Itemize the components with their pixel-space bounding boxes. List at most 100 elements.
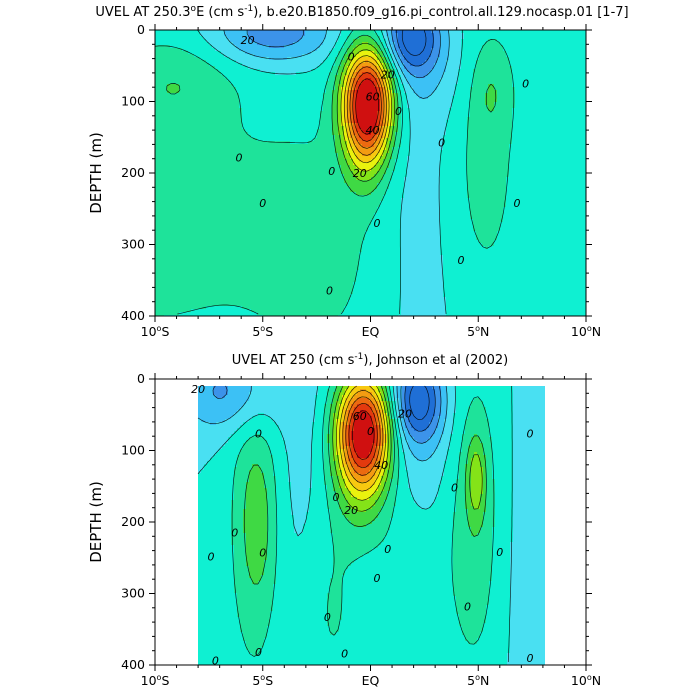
contour-band-cell (401, 75, 404, 78)
contour-band-cell (468, 641, 477, 644)
contour-band-cell (459, 617, 486, 620)
contour-band-cell (480, 440, 492, 443)
contour-band-cell (378, 461, 384, 464)
contour-band-cell (294, 527, 303, 530)
contour-band-cell (198, 419, 201, 422)
contour-band-cell (371, 219, 401, 222)
contour-band-cell (401, 213, 440, 216)
contour-band-cell (198, 575, 234, 578)
contour-band-cell (357, 416, 372, 419)
tick-marks (149, 373, 592, 671)
contour-band-cell (446, 132, 467, 135)
contour-band-cell (392, 54, 395, 57)
contour-band-cell (170, 45, 212, 48)
contour-band-cell (443, 144, 467, 147)
contour-band-cell (489, 428, 513, 431)
contour-band-cell (350, 54, 356, 57)
contour-band-cell (198, 446, 222, 449)
contour-band-cell (324, 455, 330, 458)
contour-band-cell (383, 72, 386, 75)
contour-band-cell (198, 557, 234, 560)
contour-band-cell (401, 69, 407, 72)
contour-band-cell (378, 449, 381, 452)
contour-band-cell (503, 219, 586, 222)
contour-band-cell (374, 75, 377, 78)
contour-band-cell (389, 132, 392, 135)
contour-band-cell (335, 42, 344, 45)
contour-band-cell (344, 153, 350, 156)
contour-band-cell (155, 129, 245, 132)
contour-band-cell (456, 605, 486, 608)
contour-band-cell (369, 470, 375, 473)
contour-band-cell (380, 132, 383, 135)
contour-band-cell (353, 84, 356, 87)
contour-band-cell (402, 449, 411, 452)
contour-band-cell (471, 473, 483, 476)
contour-band-cell (446, 60, 461, 63)
contour-band-cell (380, 165, 389, 168)
contour-band-cell (440, 210, 470, 213)
contour-band-cell (369, 497, 378, 500)
contour-band-cell (465, 470, 471, 473)
contour-band-cell (351, 461, 354, 464)
contour-band-cell (381, 452, 384, 455)
contour-band-cell (261, 575, 276, 578)
contour-band-cell (393, 512, 453, 515)
contour-band-cell (351, 398, 357, 401)
contour-band-cell (473, 72, 512, 75)
contour-band-cell (387, 455, 390, 458)
contour-band-cell (432, 386, 441, 389)
contour-band-cell (371, 168, 380, 171)
contour-band-cell (332, 93, 338, 96)
contour-band-cell (350, 84, 353, 87)
contour-band-cell (155, 201, 380, 204)
contour-band-cell (408, 473, 444, 476)
contour-band-cell (494, 240, 586, 243)
contour-band-cell (449, 39, 461, 42)
contour-band-cell (330, 428, 333, 431)
contour-band-cell (213, 392, 228, 395)
contour-band-cell (224, 75, 329, 78)
contour-band-cell (330, 413, 333, 416)
contour-band-cell (231, 524, 243, 527)
contour-band-cell (396, 389, 402, 392)
contour-band-cell (234, 554, 246, 557)
contour-band-cell (246, 563, 264, 566)
contour-band-cell (327, 599, 342, 602)
contour-band-cell (476, 63, 509, 66)
contour-band-cell (276, 545, 333, 548)
contour-band-cell (332, 111, 338, 114)
contour-band-cell (474, 452, 477, 455)
contour-band-cell (344, 111, 347, 114)
contour-band-cell (446, 66, 461, 69)
contour-band-cell (333, 449, 336, 452)
contour-band-cell (465, 497, 471, 500)
contour-band-cell (440, 216, 470, 219)
contour-band-cell (234, 488, 246, 491)
contour-band-cell (395, 66, 401, 69)
contour-band-cell (377, 51, 383, 54)
contour-band-cell (338, 90, 341, 93)
contour-band-cell (336, 632, 462, 635)
contour-band-cell (312, 464, 324, 467)
contour-band-cell (291, 506, 309, 509)
contour-band-cell (389, 180, 404, 183)
contour-band-cell (381, 470, 384, 473)
contour-band-cell (344, 174, 353, 177)
contour-band-cell (350, 294, 401, 297)
contour-band-cell (386, 126, 389, 129)
contour-band-cell (401, 306, 446, 309)
contour-band-cell (372, 410, 378, 413)
contour-band-cell (333, 560, 354, 563)
contour-band-cell (384, 455, 387, 458)
contour-band-cell (393, 452, 399, 455)
contour-band-cell (353, 81, 356, 84)
contour-band-cell (375, 491, 381, 494)
contour-band-cell (231, 509, 243, 512)
contour-band-cell (455, 93, 470, 96)
contour-band-cell (401, 132, 410, 135)
contour-band-cell (398, 51, 401, 54)
contour-band-cell (393, 446, 399, 449)
contour-band-cell (276, 572, 333, 575)
contour-band-cell (408, 428, 414, 431)
